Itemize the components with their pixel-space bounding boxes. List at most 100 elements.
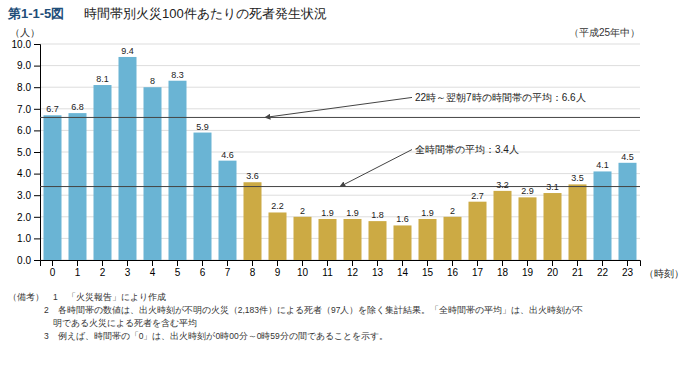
data-label: 4.1 xyxy=(596,160,609,170)
reference-line xyxy=(40,117,640,118)
y-tick: 6.0 xyxy=(17,125,40,136)
x-tick-label: 23 xyxy=(622,267,634,278)
data-label: 1.6 xyxy=(396,214,409,224)
note: （備考） 1 「火災報告」により作成 xyxy=(8,292,166,302)
x-tick: 15 xyxy=(422,260,434,278)
x-tick-label: 7 xyxy=(225,267,231,278)
data-label: 8.3 xyxy=(171,70,184,80)
data-label: 3.5 xyxy=(571,173,584,183)
note: 3 例えば、時間帯の「0」は、出火時刻が0時00分～0時59分の間であることを示… xyxy=(8,331,388,341)
x-tick: 20 xyxy=(547,260,559,278)
marks xyxy=(40,57,640,260)
x-tick-mark xyxy=(602,260,603,266)
x-axis: 01234567891011121314151617181920212223 xyxy=(41,260,641,278)
x-tick-label: 19 xyxy=(522,267,534,278)
annotations: 22時～翌朝7時の時間帯の平均：6.6人全時間帯の平均：3.4人 xyxy=(265,92,586,187)
y-tick-label: 3.0 xyxy=(17,190,31,201)
bar xyxy=(494,191,512,260)
data-label: 2.9 xyxy=(521,186,534,196)
x-tick: 4 xyxy=(150,260,156,278)
data-label: 6.7 xyxy=(46,104,59,114)
x-tick-label: 4 xyxy=(150,267,156,278)
y-tick: 10.0 xyxy=(12,39,40,50)
x-tick-mark xyxy=(327,260,328,266)
x-tick-mark xyxy=(352,260,353,266)
bar xyxy=(119,57,137,260)
x-tick-mark xyxy=(452,260,453,266)
chart: 第1-1-5図時間帯別火災100件あたりの死者発生状況（平成25年中）0.01.… xyxy=(0,0,690,365)
y-tick-mark xyxy=(34,109,40,110)
x-tick-mark xyxy=(152,260,153,266)
x-tick-label: 12 xyxy=(347,267,359,278)
y-tick: 0.0 xyxy=(17,255,40,266)
y-tick-label: 7.0 xyxy=(17,104,31,115)
y-tick: 3.0 xyxy=(17,190,40,201)
bar xyxy=(594,171,612,260)
x-tick-mark xyxy=(52,260,53,266)
x-tick-mark xyxy=(77,260,78,266)
bar xyxy=(244,182,262,260)
x-tick-mark xyxy=(402,260,403,266)
x-tick: 6 xyxy=(200,260,206,278)
x-axis-line xyxy=(41,261,641,267)
annotation: 全時間帯の平均：3.4人 xyxy=(415,144,519,155)
x-tick-label: 11 xyxy=(322,267,333,278)
x-tick-mark xyxy=(227,260,228,266)
x-tick-label: 16 xyxy=(447,267,459,278)
data-label: 3.2 xyxy=(496,180,509,190)
note: 明である火災による死者を含む平均 xyxy=(8,318,197,328)
y-axis-title: （人） xyxy=(10,27,40,38)
y-tick-mark xyxy=(34,87,40,88)
x-tick: 5 xyxy=(175,260,181,278)
data-label: 1.8 xyxy=(371,210,384,220)
title: 時間帯別火災100件あたりの死者発生状況 xyxy=(84,6,327,21)
bar xyxy=(144,87,162,260)
x-tick: 21 xyxy=(572,260,584,278)
y-tick-label: 6.0 xyxy=(17,125,31,136)
notes: （備考） 1 「火災報告」により作成 2 各時間帯の数値は、出火時刻が不明の火災… xyxy=(8,292,583,341)
x-tick: 3 xyxy=(125,260,131,278)
x-tick-label: 18 xyxy=(497,267,509,278)
x-tick: 19 xyxy=(522,260,534,278)
bar xyxy=(519,197,537,260)
x-tick-label: 8 xyxy=(250,267,256,278)
data-label: 9.4 xyxy=(121,46,134,56)
bar xyxy=(394,225,412,260)
data-label: 1.9 xyxy=(346,208,359,218)
x-tick-label: 14 xyxy=(397,267,409,278)
y-tick: 9.0 xyxy=(17,60,40,71)
data-label: 8.1 xyxy=(96,74,109,84)
x-tick-label: 22 xyxy=(597,267,609,278)
bar xyxy=(469,202,487,260)
y-tick-mark xyxy=(34,174,40,175)
bar xyxy=(194,133,212,260)
x-tick-label: 0 xyxy=(50,267,56,278)
y-tick-mark xyxy=(34,238,40,239)
x-tick: 10 xyxy=(297,260,309,278)
x-axis-title: （時刻） xyxy=(644,268,684,279)
bar xyxy=(569,184,587,260)
annotation: 22時～翌朝7時の時間帯の平均：6.6人 xyxy=(415,92,586,103)
bar xyxy=(294,217,312,260)
x-tick: 11 xyxy=(322,260,333,278)
x-tick-mark xyxy=(527,260,528,266)
x-tick-label: 17 xyxy=(472,267,484,278)
data-label: 2.7 xyxy=(471,191,484,201)
y-tick-label: 8.0 xyxy=(17,82,31,93)
x-tick: 8 xyxy=(250,260,256,278)
data-label: 2 xyxy=(300,206,305,216)
data-label: 3.1 xyxy=(546,182,559,192)
x-tick: 23 xyxy=(622,260,634,278)
y-tick-mark xyxy=(34,152,40,153)
data-label: 8 xyxy=(150,76,155,86)
bar xyxy=(319,219,337,260)
data-label: 2.2 xyxy=(271,201,284,211)
x-tick-label: 3 xyxy=(125,267,131,278)
bar xyxy=(419,219,437,260)
data-label: 3.6 xyxy=(246,171,259,181)
y-tick-label: 2.0 xyxy=(17,212,31,223)
note: 2 各時間帯の数値は、出火時刻が不明の火災（2,183件）による死者（97人）を… xyxy=(8,305,583,315)
y-tick: 5.0 xyxy=(17,147,40,158)
data-label: 6.8 xyxy=(71,102,84,112)
y-tick: 1.0 xyxy=(17,233,40,244)
